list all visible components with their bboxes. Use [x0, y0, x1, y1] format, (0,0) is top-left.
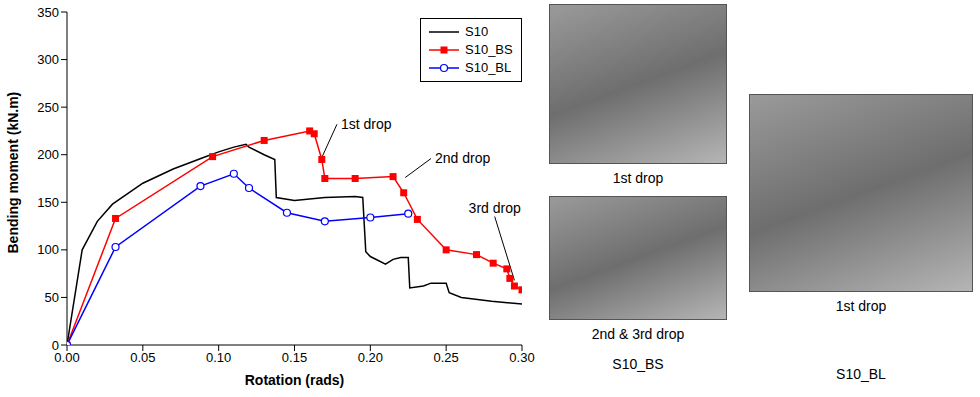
svg-text:300: 300	[37, 52, 59, 67]
html-text:S10_BL: S10_BL	[836, 366, 886, 382]
html-text:S10: S10	[465, 24, 489, 39]
html-text:2nd & 3rd drop: 2nd & 3rd drop	[591, 326, 685, 342]
html-text:1st drop: 1st drop	[835, 298, 887, 314]
svg-text:2nd drop: 2nd drop	[435, 150, 490, 166]
svg-text:0.10: 0.10	[206, 350, 231, 365]
svg-text:1st drop: 1st drop	[341, 116, 392, 132]
svg-text:150: 150	[37, 195, 59, 210]
svg-text:0.15: 0.15	[282, 350, 307, 365]
svg-text:0.30: 0.30	[509, 350, 534, 365]
html-text:1st drop: 1st drop	[612, 170, 664, 186]
svg-text:0: 0	[52, 338, 59, 353]
svg-text:0.05: 0.05	[130, 350, 155, 365]
html-text:S10_BL: S10_BL	[465, 60, 512, 75]
svg-text:50: 50	[45, 290, 59, 305]
svg-text:350: 350	[37, 5, 59, 20]
svg-text:250: 250	[37, 100, 59, 115]
svg-text:100: 100	[37, 242, 59, 257]
svg-text:Rotation (rads): Rotation (rads)	[245, 372, 345, 388]
html-text:S10_BS: S10_BS	[612, 356, 664, 372]
svg-text:0.25: 0.25	[434, 350, 459, 365]
svg-text:200: 200	[37, 147, 59, 162]
svg-text:0.00: 0.00	[54, 350, 80, 366]
svg-text:0.20: 0.20	[358, 350, 383, 365]
svg-text:3rd drop: 3rd drop	[469, 200, 521, 216]
svg-text:Bending moment (kN.m): Bending moment (kN.m)	[5, 92, 21, 254]
html-text:S10_BS: S10_BS	[465, 42, 513, 57]
